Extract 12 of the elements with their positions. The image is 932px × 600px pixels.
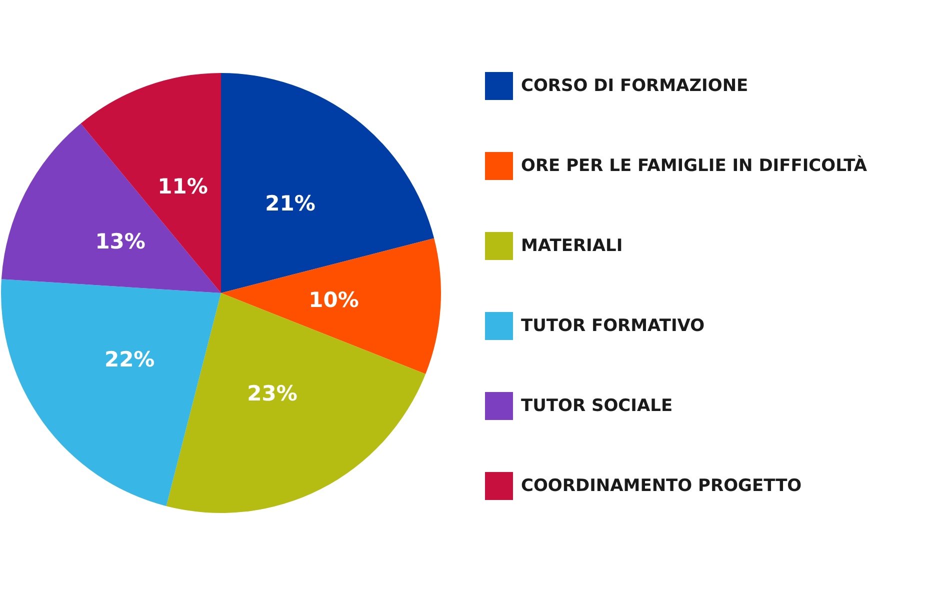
legend-label: COORDINAMENTO PROGETTO — [521, 476, 802, 496]
data-label: 22% — [104, 347, 155, 372]
data-label: 11% — [158, 174, 208, 199]
legend-label: TUTOR SOCIALE — [521, 396, 673, 416]
data-label: 13% — [95, 230, 146, 254]
data-label: 23% — [247, 382, 298, 406]
legend-label: ORE PER LE FAMIGLIE IN DIFFICOLTÀ — [521, 155, 868, 176]
legend-label: TUTOR FORMATIVO — [521, 316, 705, 336]
legend-label: MATERIALI — [521, 236, 623, 256]
data-label: 10% — [308, 288, 359, 312]
legend-label: CORSO DI FORMAZIONE — [521, 76, 748, 96]
data-label: 21% — [265, 192, 316, 216]
